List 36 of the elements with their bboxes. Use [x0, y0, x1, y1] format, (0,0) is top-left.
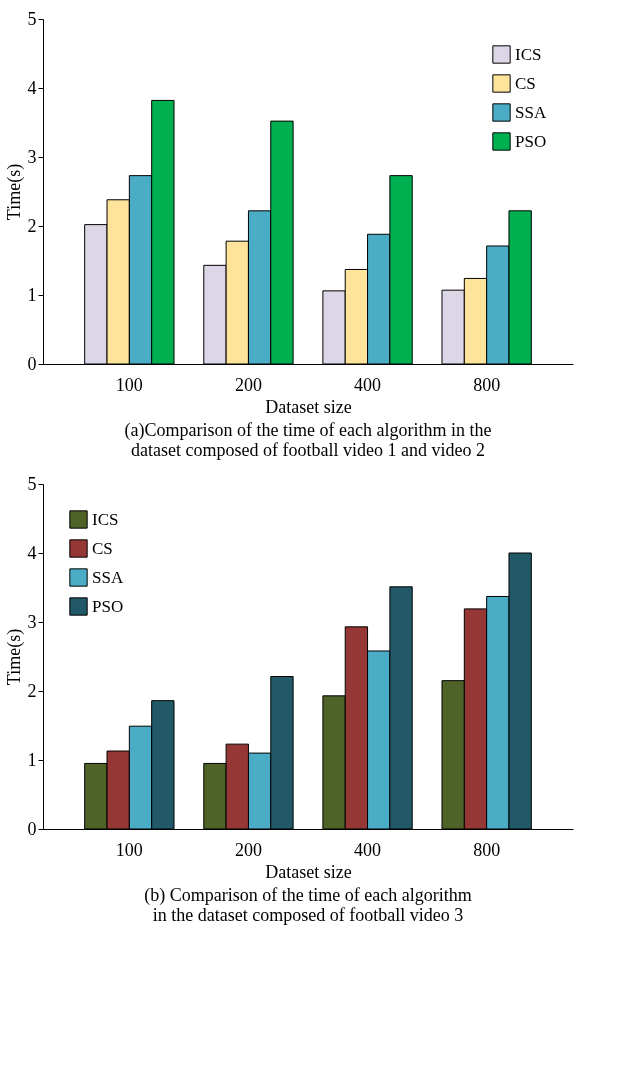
legend-label: PSO: [515, 131, 547, 151]
legend-label: CS: [92, 538, 113, 558]
x-tick-label: 200: [234, 374, 262, 395]
legend-label: ICS: [92, 509, 119, 529]
y-tick-label: 5: [27, 8, 37, 29]
legend-label: PSO: [92, 596, 124, 616]
text: in the dataset composed of football video 3: [152, 905, 464, 925]
x-tick-label: 800: [473, 374, 501, 395]
x-axis-title: Dataset size: [265, 396, 352, 417]
legend-label: CS: [515, 73, 536, 93]
x-tick-label: 100: [115, 839, 143, 860]
y-axis-title: Time(s): [3, 628, 25, 686]
legend-label: ICS: [515, 44, 542, 64]
x-tick-label: 100: [115, 374, 143, 395]
y-tick-label: 0: [27, 818, 37, 839]
x-tick-label: 400: [354, 839, 382, 860]
y-tick-label: 1: [27, 284, 37, 305]
y-tick-label: 2: [27, 680, 37, 701]
x-axis-title: Dataset size: [265, 861, 352, 882]
x-tick-label: 200: [234, 839, 262, 860]
y-tick-label: 5: [27, 473, 37, 494]
x-tick-label: 800: [473, 839, 501, 860]
y-tick-label: 2: [27, 215, 37, 236]
y-tick-label: 3: [27, 146, 37, 167]
legend-label: SSA: [515, 102, 547, 122]
y-tick-label: 0: [27, 353, 37, 374]
text: (a)Comparison of the time of each algorithm in the: [124, 420, 492, 441]
text: dataset composed of football video 1 and video 2: [131, 440, 485, 460]
text: (b) Comparison of the time of each algorithm: [144, 885, 472, 906]
x-tick-label: 400: [354, 374, 382, 395]
y-tick-label: 1: [27, 749, 37, 770]
y-tick-label: 4: [27, 542, 37, 563]
y-tick-label: 3: [27, 611, 37, 632]
y-axis-title: Time(s): [3, 163, 25, 221]
y-tick-label: 4: [27, 77, 37, 98]
legend-label: SSA: [92, 567, 124, 587]
